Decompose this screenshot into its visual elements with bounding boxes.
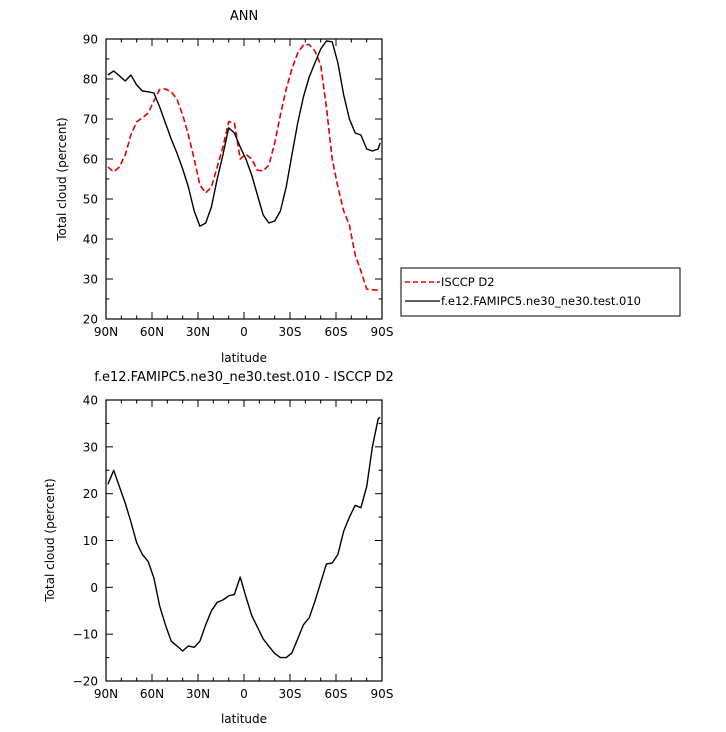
top-x-tick-label: 30N: [186, 325, 210, 339]
bottom-x-tick-label: 60S: [325, 687, 348, 701]
top-y-tick-label: 60: [83, 153, 98, 167]
bottom-difference-line: [107, 416, 381, 659]
legend: ISCCP D2 f.e12.FAMIPC5.ne30_ne30.test.01…: [400, 267, 681, 317]
bottom-x-tick-label: 90N: [94, 687, 118, 701]
top-y-tick-label: 20: [83, 313, 98, 327]
top-x-tick-label: 90S: [371, 325, 394, 339]
bottom-y-tick-label: −20: [73, 675, 98, 689]
top-y-tick-label: 90: [83, 33, 98, 47]
bottom-x-axis-label: latitude: [221, 712, 267, 726]
bottom-y-tick-label: 30: [83, 440, 98, 454]
top-x-tick-label: 0: [240, 325, 248, 339]
bottom-y-tick-label: 40: [83, 394, 98, 408]
top-y-tick-label: 80: [83, 73, 98, 87]
bottom-y-tick-label: 0: [90, 581, 98, 595]
bottom-y-tick-label: 10: [83, 534, 98, 548]
top-isccp-d2-line: [107, 43, 381, 292]
bottom-x-tick-label: 30S: [279, 687, 302, 701]
legend-label-model: f.e12.FAMIPC5.ne30_ne30.test.010: [441, 294, 641, 308]
bottom-y-tick-label: 20: [83, 487, 98, 501]
bottom-y-axis-label: Total cloud (percent): [43, 478, 57, 602]
bottom-x-tick-label: 30N: [186, 687, 210, 701]
bottom-x-tick-label: 90S: [371, 687, 394, 701]
top-y-axis-label: Total cloud (percent): [55, 117, 69, 241]
top-y-tick-label: 40: [83, 233, 98, 247]
bottom-plot-frame: [105, 399, 383, 682]
top-y-tick-label: 70: [83, 113, 98, 127]
bottom-x-tick-label: 60N: [140, 687, 164, 701]
bottom-chart-title: f.e12.FAMIPC5.ne30_ne30.test.010 - ISCCP…: [94, 370, 394, 385]
bottom-x-tick-label: 0: [240, 687, 248, 701]
top-x-tick-label: 30S: [279, 325, 302, 339]
bottom-y-tick-label: −10: [73, 628, 98, 642]
top-x-tick-label: 90N: [94, 325, 118, 339]
top-y-tick-label: 50: [83, 193, 98, 207]
top-chart-title: ANN: [230, 9, 258, 24]
top-model-line: [107, 40, 381, 227]
top-x-tick-label: 60S: [325, 325, 348, 339]
legend-label-isccp: ISCCP D2: [441, 275, 495, 289]
top-x-tick-label: 60N: [140, 325, 164, 339]
top-y-tick-label: 30: [83, 273, 98, 287]
legend-box: [400, 267, 681, 317]
top-x-axis-label: latitude: [221, 351, 267, 365]
